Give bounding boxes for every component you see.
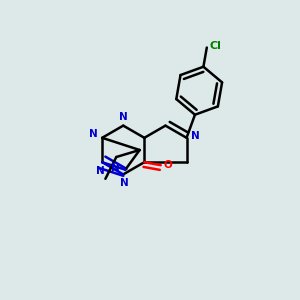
Text: N: N <box>120 178 129 188</box>
Text: N: N <box>96 166 105 176</box>
Text: N: N <box>119 112 128 122</box>
Text: N: N <box>111 163 120 173</box>
Text: Cl: Cl <box>209 41 221 51</box>
Text: N: N <box>190 131 199 141</box>
Text: N: N <box>89 129 98 139</box>
Text: O: O <box>164 160 172 170</box>
